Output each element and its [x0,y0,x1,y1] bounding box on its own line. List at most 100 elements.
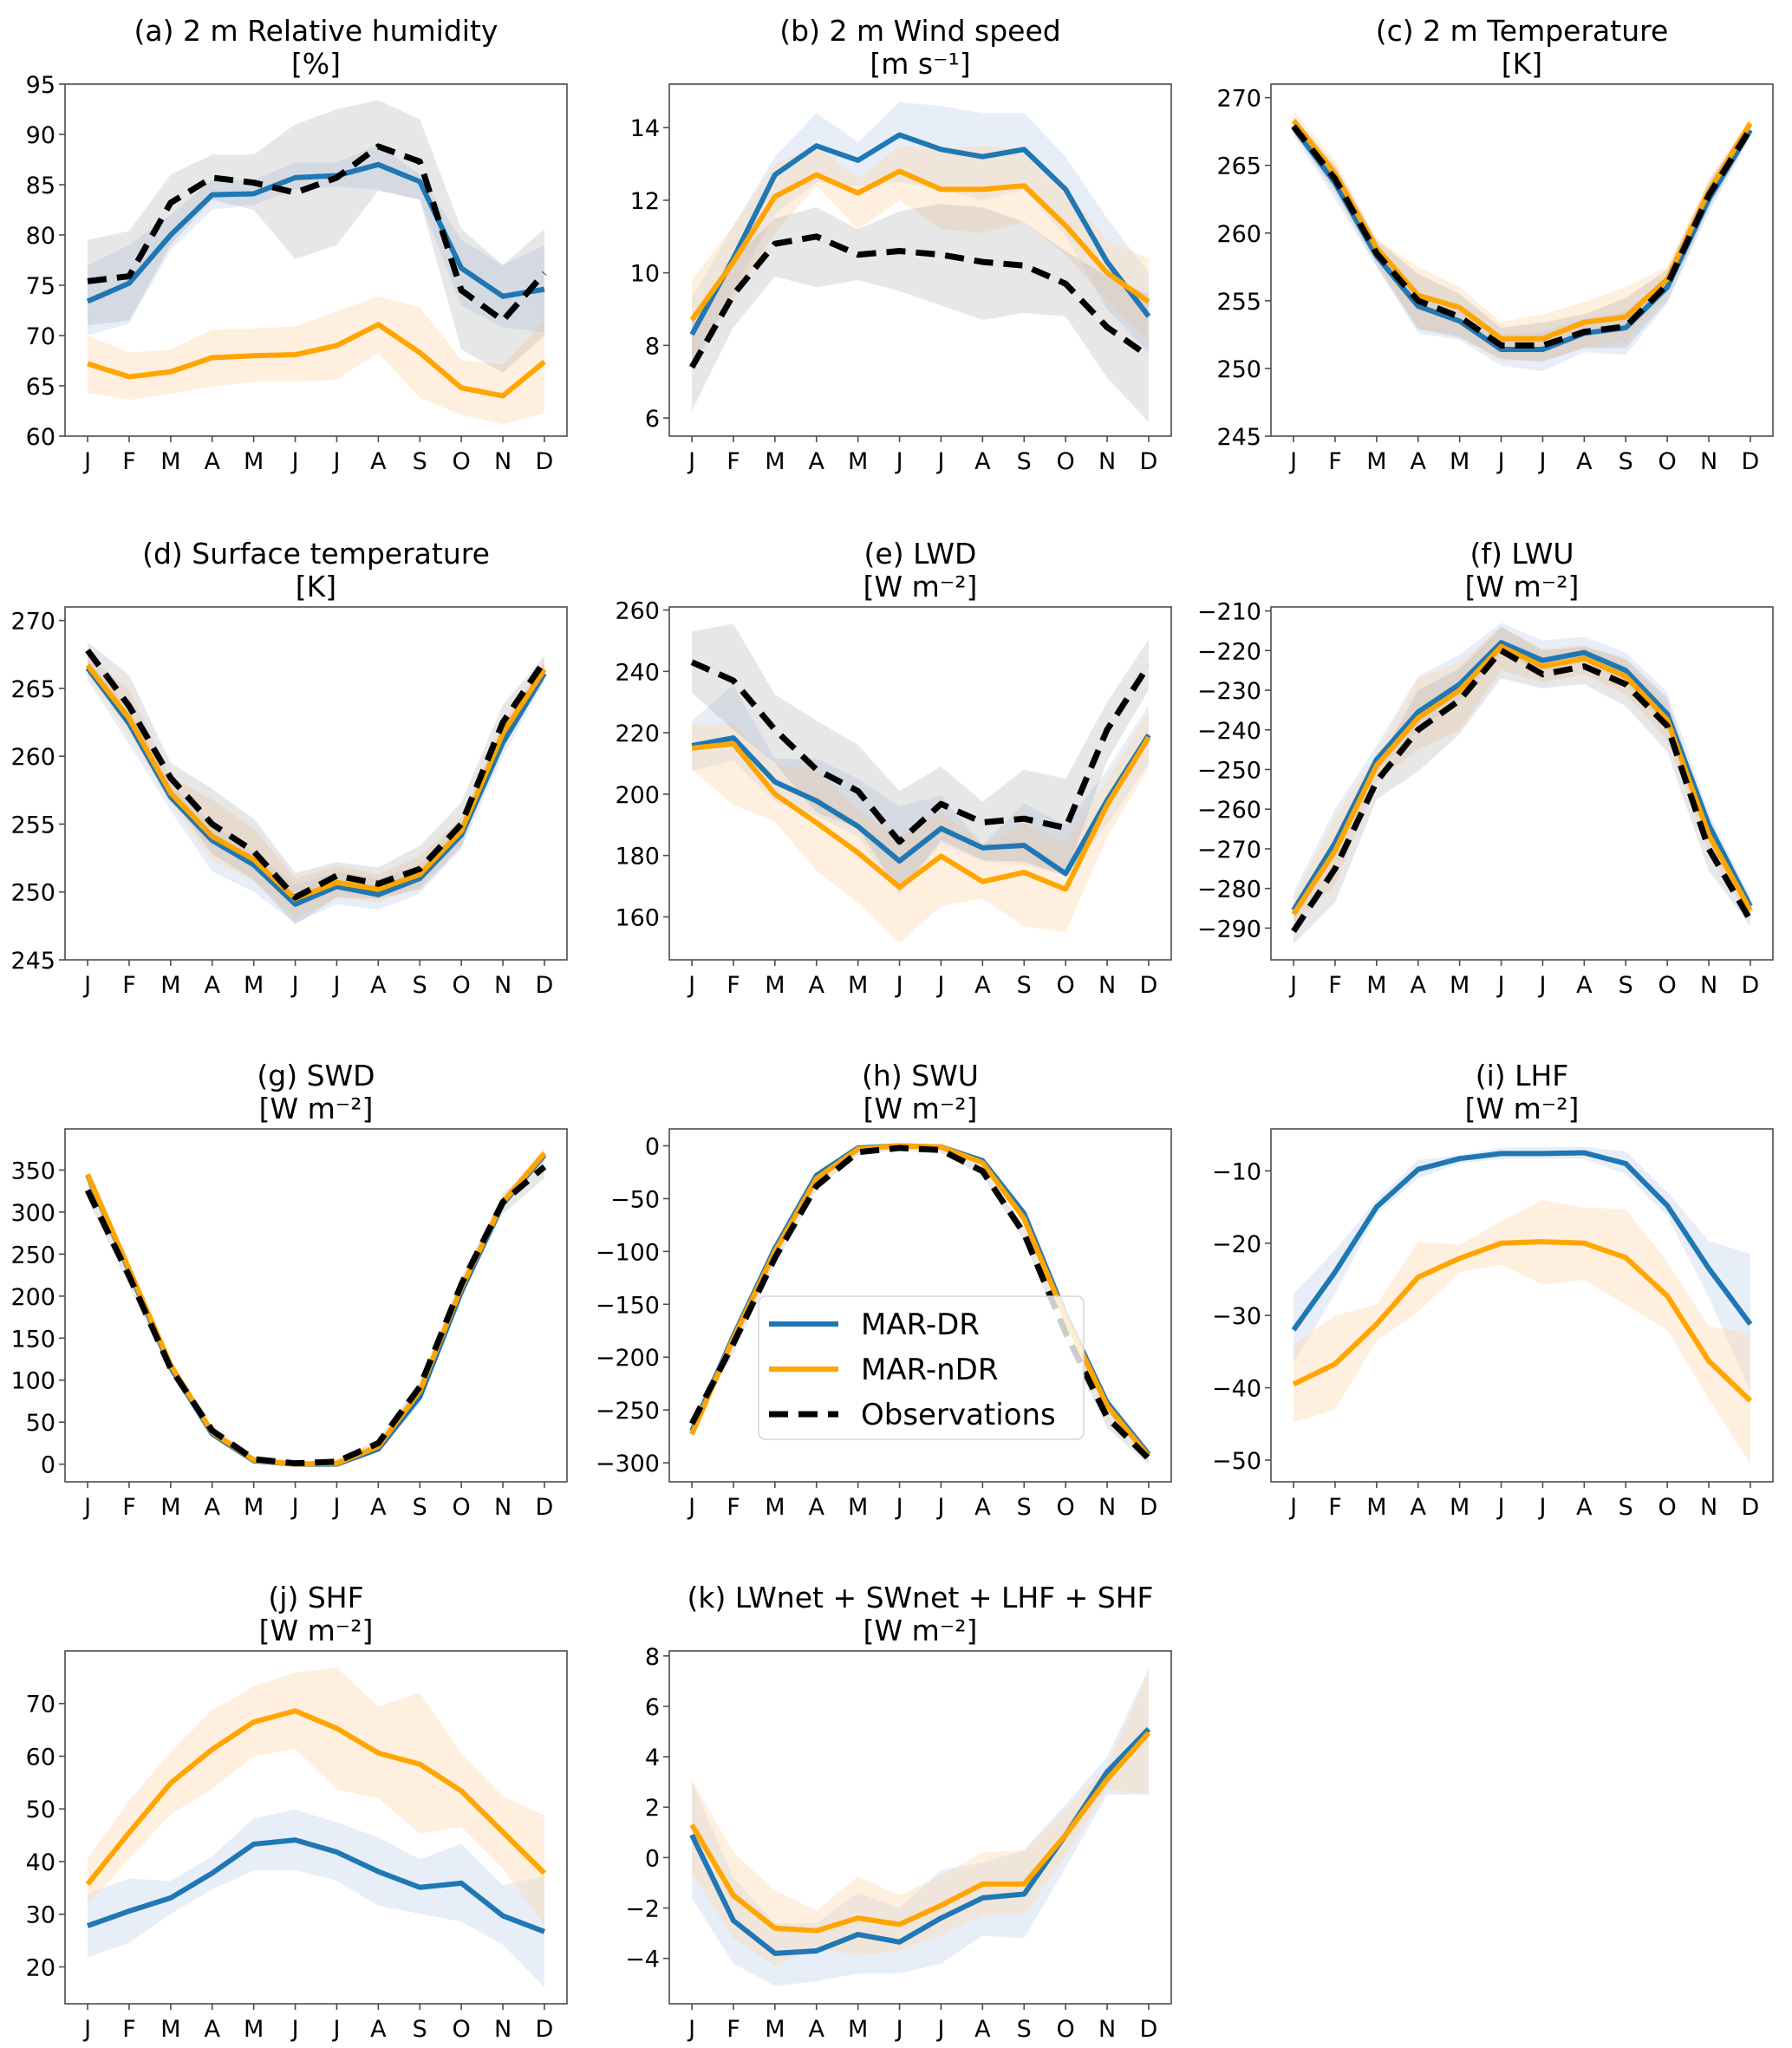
y-tick-label: 60 [26,1744,55,1771]
x-tick-label: J [1537,972,1546,999]
y-tick-label: −40 [1212,1376,1261,1403]
y-tick-label: −30 [1212,1303,1261,1330]
x-tick-label: S [413,448,427,475]
x-tick-label: J [935,1494,944,1521]
x-tick-label: M [244,2016,264,2043]
axes-frame [1270,1128,1774,1483]
x-tick-label: J [290,2016,299,2043]
axes-frame [668,606,1172,961]
x-tick-label: O [453,1494,471,1521]
y-tick-label: 80 [26,223,55,250]
x-tick-label: A [974,972,991,999]
y-tick-label: −150 [596,1292,660,1319]
x-tick-label: J [687,1494,695,1521]
x-tick-label: N [1700,1494,1717,1521]
y-tick-label: 20 [26,1954,55,1981]
panel-title: (g) SWD [257,1059,375,1092]
panel-unit: [m s⁻¹] [870,47,970,81]
y-tick-label: −240 [1197,718,1261,745]
line-mar_dr [86,161,545,304]
x-tick-label: J [1288,1494,1297,1521]
x-tick-label: S [413,1494,427,1521]
x-tick-label: A [1576,448,1593,475]
y-tick-label: 250 [10,880,55,907]
line-mar_ndr [689,168,1150,322]
y-tick-label: 200 [10,1284,55,1311]
y-tick-label: 0 [645,1845,660,1872]
x-tick-label: J [82,2016,91,2043]
y-tick-label: 12 [630,188,660,215]
band-mar_ndr [88,296,544,425]
y-tick-label: 250 [10,1242,55,1269]
y-tick-label: 220 [615,721,660,747]
band-obs [88,100,544,373]
y-tick-label: 70 [26,323,55,350]
x-tick-label: A [809,972,825,999]
x-tick-label: J [290,1494,299,1521]
x-tick-label: N [1700,448,1717,475]
y-tick-label: −50 [1212,1448,1261,1475]
y-tick-label: 350 [10,1158,55,1184]
y-tick-label: 65 [26,374,55,401]
x-tick-label: N [494,2016,512,2043]
x-tick-label: M [1366,972,1386,999]
x-tick-label: A [1576,1494,1593,1521]
x-tick-label: J [82,1494,91,1521]
band-obs [1293,116,1750,362]
band-mar_ndr [692,1671,1149,1966]
band-mar_dr [88,1150,544,1465]
x-tick-label: F [122,1494,136,1521]
x-tick-label: M [765,972,785,999]
x-tick-label: D [1140,972,1158,999]
line-mar_ndr [85,1708,547,1886]
x-tick-label: M [244,972,264,999]
x-tick-label: A [370,1494,387,1521]
panel-unit: [W m⁻²] [259,1614,374,1647]
axes-frame [64,1128,568,1483]
x-tick-label: J [935,972,944,999]
x-tick-label: J [687,2016,695,2043]
x-tick-label: J [82,972,91,999]
y-tick-label: 50 [26,1797,55,1823]
x-tick-label: F [727,448,740,475]
x-tick-label: D [1140,1494,1158,1521]
x-tick-label: D [536,972,554,999]
x-tick-label: J [82,448,91,475]
y-tick-label: 260 [615,598,660,625]
y-tick-label: 10 [630,261,660,288]
panel-unit: [W m⁻²] [259,1092,374,1125]
line-mar_dr [1291,1150,1753,1332]
x-tick-label: O [453,972,471,999]
y-tick-label: 265 [1216,153,1261,180]
x-tick-label: O [1658,448,1677,475]
y-tick-label: 245 [1216,424,1261,451]
panel-unit: [W m⁻²] [863,570,978,603]
axes-frame [1270,606,1774,961]
x-tick-label: F [1328,448,1342,475]
line-mar_dr [87,1837,546,1934]
y-tick-label: 245 [10,948,55,975]
panel-unit: [W m⁻²] [863,1092,978,1125]
panel-title: (d) Surface temperature [142,537,490,571]
x-tick-label: J [687,972,695,999]
y-tick-label: 250 [1216,356,1261,383]
y-tick-label: −20 [1212,1231,1261,1258]
x-tick-label: J [1537,1494,1546,1521]
line-obs [85,648,547,901]
y-tick-label: 200 [615,782,660,809]
x-tick-label: A [1411,972,1427,999]
line-mar_dr [85,1153,547,1467]
x-tick-label: F [1328,972,1342,999]
y-tick-label: 6 [645,406,660,433]
y-tick-label: −10 [1212,1158,1261,1185]
x-tick-label: M [1450,448,1469,475]
x-tick-label: O [1057,2016,1075,2043]
x-tick-label: J [290,972,299,999]
y-tick-label: 6 [645,1694,660,1721]
panel-unit: [W m⁻²] [863,1614,978,1647]
y-tick-label: −250 [596,1398,660,1425]
y-tick-label: 30 [26,1902,55,1929]
x-tick-label: F [727,2016,740,2043]
